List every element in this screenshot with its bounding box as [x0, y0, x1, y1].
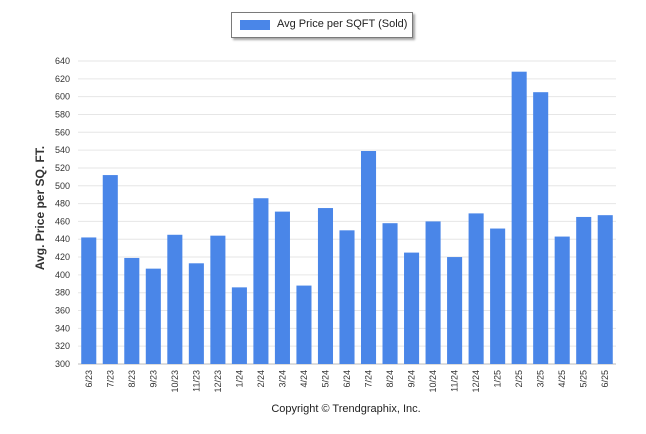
bar [296, 285, 312, 364]
y-tick-label: 640 [55, 56, 70, 66]
y-tick-label: 620 [55, 74, 70, 84]
legend-label: Avg Price per SQFT (Sold) [277, 18, 408, 30]
x-tick-label: 3/24 [277, 370, 287, 388]
x-tick-label: 11/24 [450, 370, 460, 392]
x-tick-label: 2/24 [256, 370, 266, 388]
bar [188, 263, 204, 364]
x-tick-label: 4/24 [299, 370, 309, 388]
y-tick-label: 320 [55, 341, 70, 351]
x-tick-label: 5/24 [320, 370, 330, 388]
x-tick-label: 6/24 [342, 370, 352, 388]
y-tick-label: 540 [55, 145, 70, 155]
bar [317, 208, 334, 364]
y-tick-label: 300 [55, 359, 70, 369]
bar [231, 287, 247, 364]
bar [597, 215, 613, 364]
bar [253, 198, 269, 364]
bar [425, 221, 441, 364]
x-tick-label: 5/25 [579, 370, 589, 388]
bar [274, 211, 290, 364]
bar [404, 252, 420, 364]
legend: Avg Price per SQFT (Sold) [231, 12, 413, 38]
legend-swatch [240, 20, 270, 30]
x-tick-label: 1/24 [234, 370, 244, 388]
x-tick-label: 6/23 [84, 370, 94, 388]
x-tick-label: 8/24 [385, 370, 395, 388]
bar [124, 257, 140, 364]
y-tick-label: 520 [55, 163, 70, 173]
y-tick-label: 340 [55, 323, 70, 333]
bar [490, 228, 506, 364]
x-tick-label: 4/25 [557, 370, 567, 388]
bar [468, 213, 484, 364]
y-tick-label: 360 [55, 306, 70, 316]
y-tick-label: 460 [55, 216, 70, 226]
bar [339, 230, 355, 364]
bar [102, 175, 118, 364]
y-tick-label: 420 [55, 252, 70, 262]
bar [210, 235, 226, 364]
x-tick-label: 12/23 [213, 370, 223, 393]
x-tick-label: 1/25 [493, 370, 503, 388]
bar [576, 216, 592, 364]
y-tick-label: 380 [55, 288, 70, 298]
x-tick-label: 7/23 [105, 370, 115, 388]
bar [511, 71, 527, 364]
x-tick-label: 6/25 [600, 370, 610, 388]
bar [447, 257, 463, 364]
bar [81, 237, 97, 364]
y-tick-label: 440 [55, 234, 70, 244]
y-tick-label: 560 [55, 127, 70, 137]
bar [360, 151, 377, 364]
x-tick-label: 11/23 [191, 370, 201, 392]
x-tick-label: 10/23 [170, 370, 180, 393]
y-tick-label: 600 [55, 92, 70, 102]
x-tick-label: 10/24 [428, 370, 438, 393]
y-tick-label: 500 [55, 181, 70, 191]
copyright: Copyright © Trendgraphix, Inc. [271, 403, 421, 415]
x-tick-label: 8/23 [127, 370, 137, 388]
x-tick-label: 7/24 [364, 370, 374, 388]
y-tick-label: 480 [55, 199, 70, 209]
bar [533, 92, 549, 365]
bar [382, 223, 398, 364]
y-axis-label: Avg. Price per SQ. FT. [33, 145, 47, 271]
x-tick-label: 3/25 [536, 370, 546, 388]
bar [145, 268, 161, 364]
bar [167, 234, 183, 364]
x-tick-label: 9/24 [407, 370, 417, 388]
x-tick-label: 12/24 [471, 370, 481, 393]
x-tick-label: 2/25 [514, 370, 524, 388]
y-tick-label: 580 [55, 109, 70, 119]
y-tick-label: 400 [55, 270, 70, 280]
bar [554, 236, 570, 364]
x-tick-label: 9/23 [148, 370, 158, 388]
